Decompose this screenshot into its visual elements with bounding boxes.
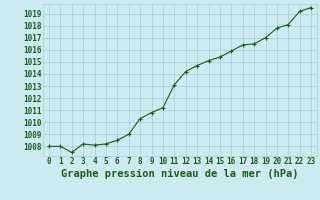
X-axis label: Graphe pression niveau de la mer (hPa): Graphe pression niveau de la mer (hPa) [61,169,299,179]
